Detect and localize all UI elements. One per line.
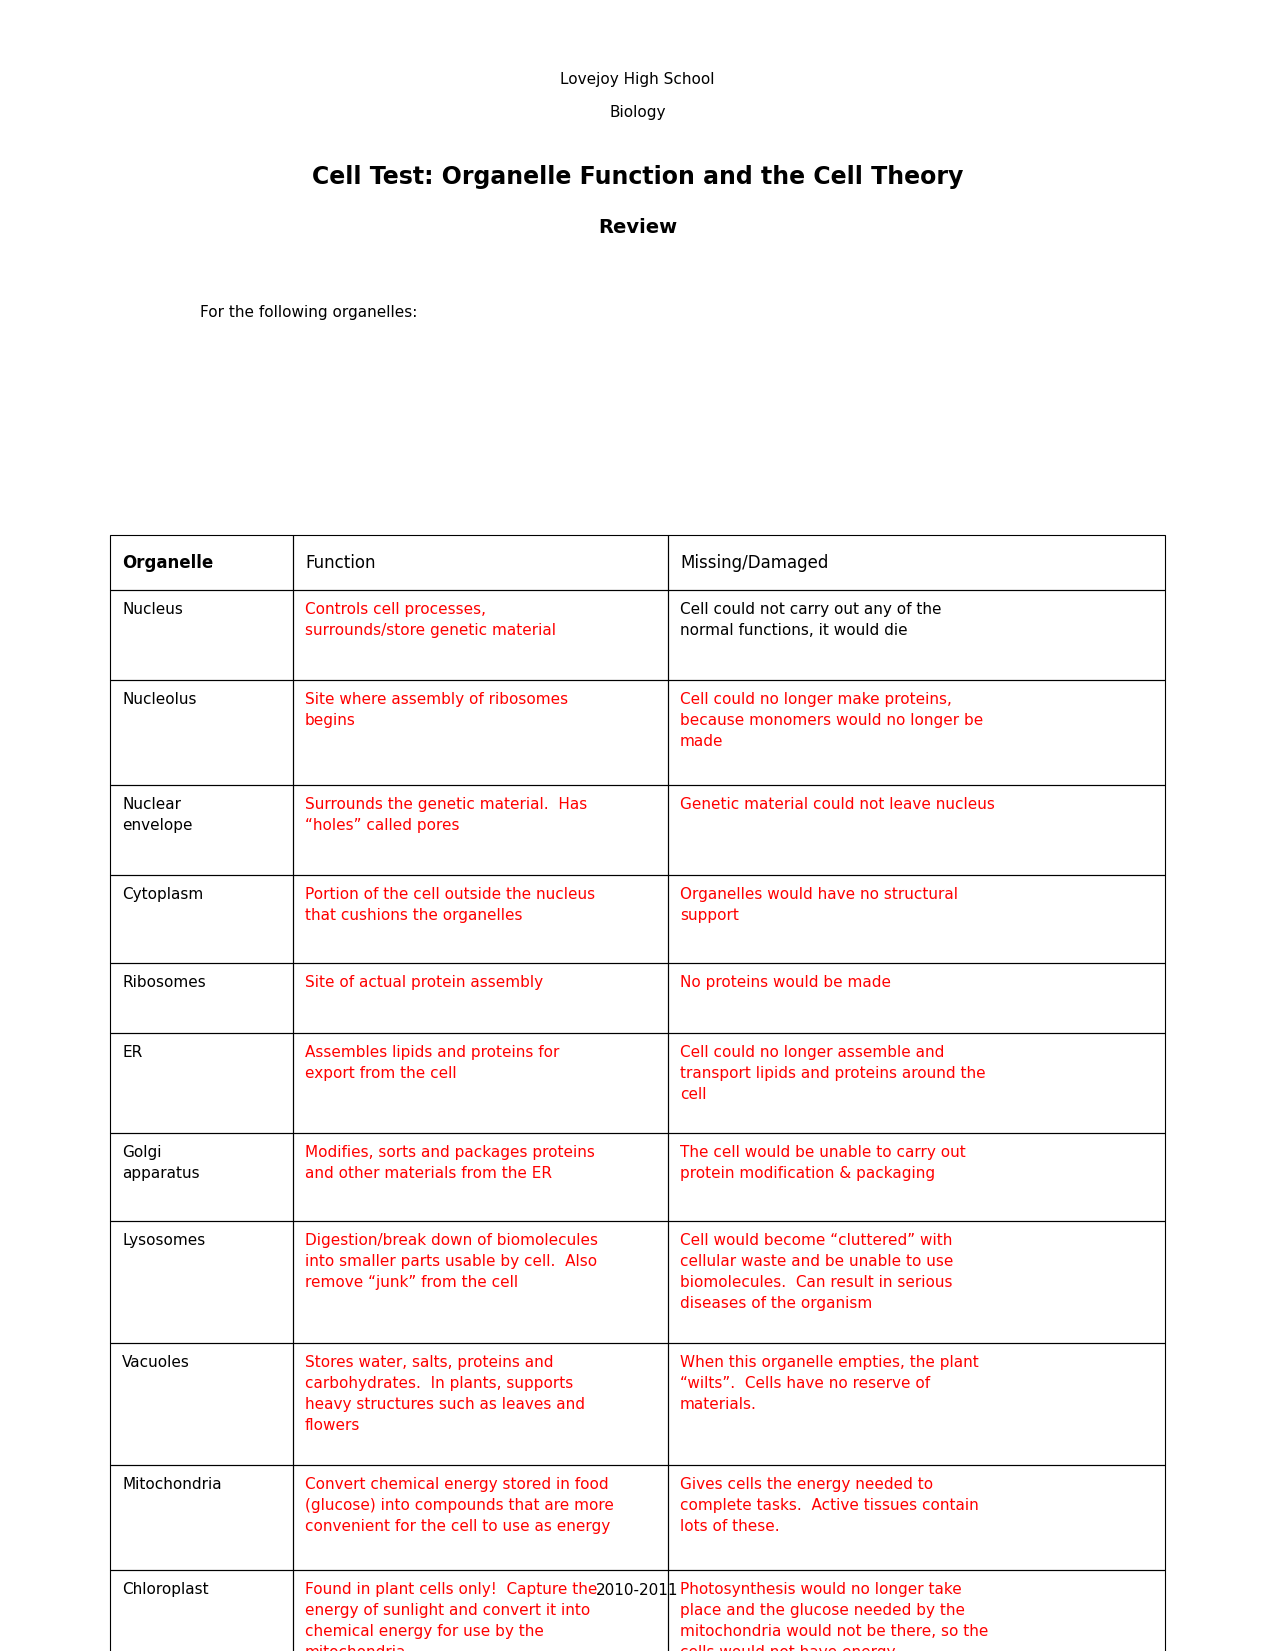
Text: Mitochondria: Mitochondria: [122, 1478, 222, 1493]
Text: Modifies, sorts and packages proteins
and other materials from the ER: Modifies, sorts and packages proteins an…: [305, 1146, 595, 1180]
Text: Chloroplast: Chloroplast: [122, 1582, 209, 1597]
Text: Cell could no longer make proteins,
because monomers would no longer be
made: Cell could no longer make proteins, beca…: [680, 692, 983, 750]
Text: When this organelle empties, the plant
“wilts”.  Cells have no reserve of
materi: When this organelle empties, the plant “…: [680, 1355, 979, 1412]
Text: Lovejoy High School: Lovejoy High School: [560, 73, 715, 88]
Text: Found in plant cells only!  Capture the
energy of sunlight and convert it into
c: Found in plant cells only! Capture the e…: [305, 1582, 598, 1651]
Text: Biology: Biology: [609, 106, 666, 121]
Text: Digestion/break down of biomolecules
into smaller parts usable by cell.  Also
re: Digestion/break down of biomolecules int…: [305, 1233, 598, 1289]
Text: Controls cell processes,
surrounds/store genetic material: Controls cell processes, surrounds/store…: [305, 603, 556, 637]
Text: 2010-2011: 2010-2011: [597, 1583, 678, 1598]
Text: Surrounds the genetic material.  Has
“holes” called pores: Surrounds the genetic material. Has “hol…: [305, 797, 588, 834]
Text: Cell could not carry out any of the
normal functions, it would die: Cell could not carry out any of the norm…: [680, 603, 941, 637]
Text: Cell could no longer assemble and
transport lipids and proteins around the
cell: Cell could no longer assemble and transp…: [680, 1045, 986, 1101]
Text: Vacuoles: Vacuoles: [122, 1355, 190, 1370]
Text: Organelles would have no structural
support: Organelles would have no structural supp…: [680, 887, 958, 923]
Text: Organelle: Organelle: [122, 553, 213, 571]
Text: Cytoplasm: Cytoplasm: [122, 887, 203, 901]
Text: Gives cells the energy needed to
complete tasks.  Active tissues contain
lots of: Gives cells the energy needed to complet…: [680, 1478, 979, 1534]
Text: Cell would become “cluttered” with
cellular waste and be unable to use
biomolecu: Cell would become “cluttered” with cellu…: [680, 1233, 954, 1311]
Text: Genetic material could not leave nucleus: Genetic material could not leave nucleus: [680, 797, 994, 812]
Text: ER: ER: [122, 1045, 143, 1060]
Text: Portion of the cell outside the nucleus
that cushions the organelles: Portion of the cell outside the nucleus …: [305, 887, 595, 923]
Text: Ribosomes: Ribosomes: [122, 976, 205, 991]
Text: The cell would be unable to carry out
protein modification & packaging: The cell would be unable to carry out pr…: [680, 1146, 965, 1180]
Text: Stores water, salts, proteins and
carbohydrates.  In plants, supports
heavy stru: Stores water, salts, proteins and carboh…: [305, 1355, 585, 1433]
Text: Convert chemical energy stored in food
(glucose) into compounds that are more
co: Convert chemical energy stored in food (…: [305, 1478, 613, 1534]
Text: No proteins would be made: No proteins would be made: [680, 976, 891, 991]
Text: Review: Review: [598, 218, 677, 238]
Text: Missing/Damaged: Missing/Damaged: [680, 553, 829, 571]
Text: Lysosomes: Lysosomes: [122, 1233, 205, 1248]
Text: Photosynthesis would no longer take
place and the glucose needed by the
mitochon: Photosynthesis would no longer take plac…: [680, 1582, 988, 1651]
Text: Function: Function: [305, 553, 376, 571]
Text: Assembles lipids and proteins for
export from the cell: Assembles lipids and proteins for export…: [305, 1045, 560, 1081]
Text: Nucleus: Nucleus: [122, 603, 182, 617]
Text: Cell Test: Organelle Function and the Cell Theory: Cell Test: Organelle Function and the Ce…: [312, 165, 963, 188]
Text: Site of actual protein assembly: Site of actual protein assembly: [305, 976, 543, 991]
Text: Site where assembly of ribosomes
begins: Site where assembly of ribosomes begins: [305, 692, 569, 728]
Text: Nucleolus: Nucleolus: [122, 692, 196, 707]
Text: For the following organelles:: For the following organelles:: [200, 305, 417, 320]
Text: Nuclear
envelope: Nuclear envelope: [122, 797, 193, 834]
Text: Golgi
apparatus: Golgi apparatus: [122, 1146, 200, 1180]
